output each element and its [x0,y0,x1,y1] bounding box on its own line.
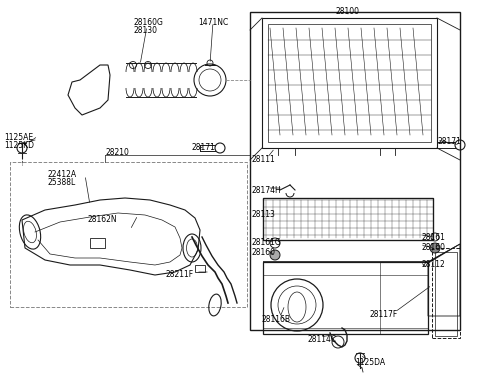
Bar [435,252,457,336]
Bar [263,262,428,334]
Bar [250,12,460,330]
Bar [263,198,433,240]
Text: 1471NC: 1471NC [198,18,228,27]
Text: 28113: 28113 [252,210,276,219]
Text: 28174H: 28174H [252,186,282,195]
Circle shape [430,243,440,253]
Text: 28111: 28111 [252,155,276,164]
Text: 1125AE: 1125AE [4,133,33,142]
Text: 28171: 28171 [437,137,461,146]
Text: 28211F: 28211F [165,270,193,279]
Text: 28161: 28161 [421,233,445,242]
Bar [268,24,431,142]
Bar [263,198,433,240]
Text: 28171: 28171 [191,143,215,152]
Text: 28162N: 28162N [88,215,118,224]
Bar [432,248,460,338]
Text: 1125KD: 1125KD [4,141,34,150]
Text: 28117F: 28117F [370,310,398,319]
Text: 28161G: 28161G [252,238,282,247]
Bar [10,162,247,307]
Text: 28160G: 28160G [133,18,163,27]
Text: 28112: 28112 [421,260,445,269]
Text: 28116B: 28116B [262,315,291,324]
Text: 22412A: 22412A [47,170,76,179]
Text: 28100: 28100 [335,7,359,16]
Text: 1125DA: 1125DA [355,358,385,367]
Text: 28114C: 28114C [307,335,336,344]
Bar [262,18,437,148]
Text: 25388L: 25388L [47,178,75,187]
Text: 28130: 28130 [133,26,157,35]
Text: 28160: 28160 [252,248,276,257]
Text: 28160: 28160 [421,243,445,252]
Text: 28210: 28210 [105,148,129,157]
Circle shape [270,250,280,260]
